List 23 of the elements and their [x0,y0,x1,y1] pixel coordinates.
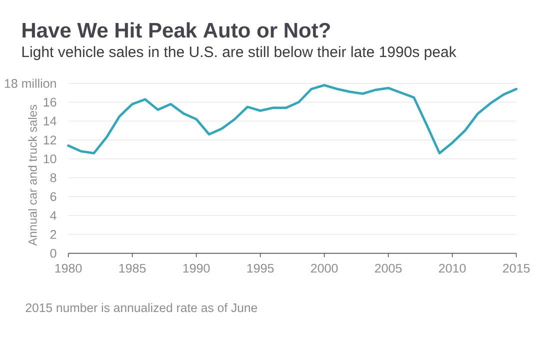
y-tick-label: 8 [50,173,56,182]
y-tick-label: 10 [44,154,56,164]
x-tick-label: 1995 [247,264,274,273]
y-tick-label: 16 [44,98,56,107]
y-axis-title: Annual car and truck sales [28,104,37,246]
y-tick-label: 6 [50,192,56,202]
x-tick-label: 2015 [503,264,530,273]
line-series [67,84,518,154]
y-tick-label: 12 [44,136,56,144]
chart-title: Have We Hit Peak Auto or Not? [22,22,330,38]
x-tick-label: 1990 [183,264,210,273]
x-tick-label: 1985 [119,264,146,273]
text: 2015 number is annualized rate as of June [26,303,258,312]
x-tick-label: 2005 [375,264,402,273]
y-tick-label: 14 [44,116,56,126]
y-tick-label: 4 [50,211,56,220]
x-tick-label: 1980 [55,264,82,273]
x-tick-label: 2000 [311,264,338,273]
y-tick-label: 18 million [4,78,56,88]
y-tick-label: 2 [50,230,56,239]
chart-subtitle: Light vehicle sales in the U.S. are still below their late 1990s peak [22,46,456,60]
x-tick-label: 2010 [439,264,466,273]
y-tick-label: 0 [50,248,56,258]
